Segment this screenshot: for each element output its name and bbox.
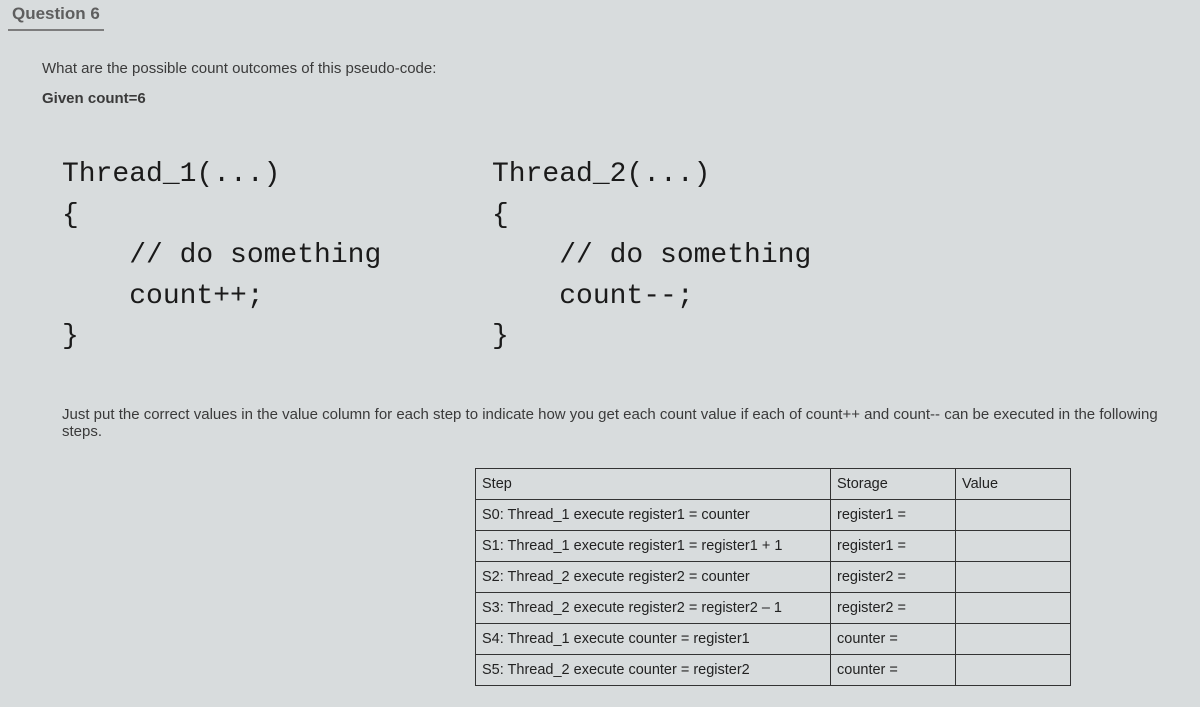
cell-step: S4: Thread_1 execute counter = register1 [476, 624, 831, 655]
cell-step: S1: Thread_1 execute register1 = registe… [476, 531, 831, 562]
table-row: S5: Thread_2 execute counter = register2… [476, 655, 1071, 686]
cell-value[interactable] [956, 593, 1071, 624]
table-row: S0: Thread_1 execute register1 = counter… [476, 500, 1071, 531]
t1-l2: { [62, 200, 79, 231]
cell-storage: register1 = [831, 500, 956, 531]
cell-storage: counter = [831, 655, 956, 686]
t2-l5: } [492, 321, 509, 352]
table-row: S3: Thread_2 execute register2 = registe… [476, 593, 1071, 624]
cell-step: S5: Thread_2 execute counter = register2 [476, 655, 831, 686]
t1-l3: // do something [62, 240, 381, 271]
cell-storage: register2 = [831, 562, 956, 593]
t1-l1: Thread_1(...) [62, 159, 280, 190]
table-row: S2: Thread_2 execute register2 = counter… [476, 562, 1071, 593]
cell-storage: register1 = [831, 531, 956, 562]
t2-l1: Thread_2(...) [492, 159, 710, 190]
t2-l4: count--; [492, 281, 694, 312]
cell-value[interactable] [956, 624, 1071, 655]
cell-step: S2: Thread_2 execute register2 = counter [476, 562, 831, 593]
col-header-value: Value [956, 469, 1071, 500]
code-area: Thread_1(...) { // do something count++;… [62, 155, 1160, 358]
question-page: Question 6 What are the possible count o… [0, 0, 1200, 707]
t1-l5: } [62, 321, 79, 352]
col-header-step: Step [476, 469, 831, 500]
col-header-storage: Storage [831, 469, 956, 500]
t1-l4: count++; [62, 281, 264, 312]
prompt-line-1: What are the possible count outcomes of … [42, 60, 436, 77]
cell-value[interactable] [956, 531, 1071, 562]
t2-l3: // do something [492, 240, 811, 271]
prompt-line-2: Given count=6 [42, 90, 146, 107]
cell-value[interactable] [956, 655, 1071, 686]
table-row: S1: Thread_1 execute register1 = registe… [476, 531, 1071, 562]
cell-step: S3: Thread_2 execute register2 = registe… [476, 593, 831, 624]
question-header: Question 6 [8, 4, 104, 31]
table-row: S4: Thread_1 execute counter = register1… [476, 624, 1071, 655]
t2-l2: { [492, 200, 509, 231]
cell-step: S0: Thread_1 execute register1 = counter [476, 500, 831, 531]
cell-value[interactable] [956, 500, 1071, 531]
cell-storage: register2 = [831, 593, 956, 624]
thread1-code: Thread_1(...) { // do something count++;… [62, 155, 482, 358]
thread2-code: Thread_2(...) { // do something count--;… [492, 155, 912, 358]
cell-value[interactable] [956, 562, 1071, 593]
cell-storage: counter = [831, 624, 956, 655]
table-header-row: Step Storage Value [476, 469, 1071, 500]
steps-table: Step Storage Value S0: Thread_1 execute … [475, 468, 1071, 686]
instruction-text: Just put the correct values in the value… [62, 406, 1180, 440]
